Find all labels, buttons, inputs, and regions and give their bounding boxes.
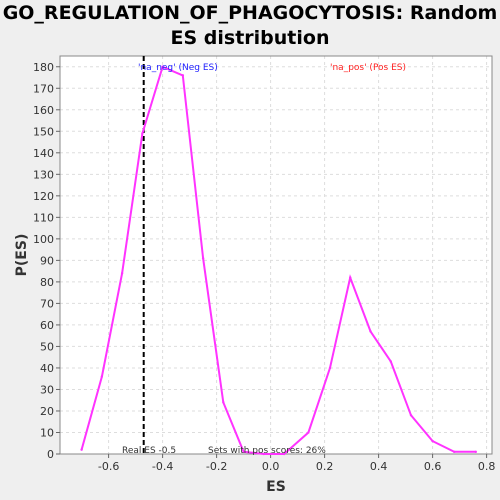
series-point bbox=[282, 452, 286, 456]
series-point bbox=[120, 272, 124, 275]
y-tick-label: 100 bbox=[33, 233, 54, 246]
y-tick-label: 10 bbox=[40, 426, 54, 439]
series-point bbox=[262, 452, 266, 456]
series-point bbox=[369, 330, 372, 333]
series-point bbox=[181, 74, 185, 77]
series-point bbox=[307, 431, 310, 434]
neg-es-label: 'na_neg' (Neg ES) bbox=[138, 63, 218, 73]
series-point bbox=[349, 276, 352, 279]
y-tick-label: 150 bbox=[33, 125, 54, 138]
series-line bbox=[80, 65, 476, 455]
y-tick-label: 30 bbox=[40, 383, 54, 396]
y-tick-label: 180 bbox=[33, 61, 54, 74]
x-tick-label: -0.4 bbox=[152, 460, 173, 473]
x-tick-label: -0.2 bbox=[206, 460, 227, 473]
x-tick-label: 0.2 bbox=[316, 460, 334, 473]
y-tick-label: 110 bbox=[33, 211, 54, 224]
series-point bbox=[222, 401, 225, 404]
series-point bbox=[201, 257, 205, 260]
y-tick-label: 80 bbox=[40, 276, 54, 289]
x-axis-label: ES bbox=[266, 479, 286, 495]
pos-es-label: 'na_pos' (Pos ES) bbox=[330, 63, 406, 73]
y-tick-label: 40 bbox=[40, 362, 54, 375]
chart-title: GO_REGULATION_OF_PHAGOCYTOSIS: Random ES… bbox=[0, 1, 500, 51]
y-tick-label: 130 bbox=[33, 168, 54, 181]
y-tick-label: 120 bbox=[33, 190, 54, 203]
pos-scores-text: Sets with pos scores: 26% bbox=[208, 446, 326, 456]
y-tick-label: 70 bbox=[40, 297, 54, 310]
y-tick-label: 90 bbox=[40, 254, 54, 267]
x-tick-label: -0.6 bbox=[98, 460, 119, 473]
y-tick-label: 170 bbox=[33, 82, 54, 95]
y-axis-label: P(ES) bbox=[14, 234, 30, 277]
series-point bbox=[141, 132, 144, 135]
series-point bbox=[80, 448, 83, 451]
y-tick-label: 140 bbox=[33, 147, 54, 160]
y-tick-label: 160 bbox=[33, 104, 54, 117]
plot-area bbox=[60, 56, 492, 454]
series-point bbox=[161, 65, 164, 68]
series-point bbox=[100, 375, 104, 378]
series-point bbox=[409, 414, 413, 417]
chart-title-line-2: ES distribution bbox=[170, 27, 330, 49]
x-tick-label: 0.0 bbox=[262, 460, 280, 473]
y-tick-label: 60 bbox=[40, 319, 54, 332]
y-tick-label: 50 bbox=[40, 340, 54, 353]
x-tick-label: 0.8 bbox=[478, 460, 496, 473]
series-point bbox=[453, 450, 456, 454]
chart-title-line-1: GO_REGULATION_OF_PHAGOCYTOSIS: Random bbox=[2, 2, 498, 24]
series-point bbox=[431, 439, 434, 443]
real-es-text: Real ES -0.5 bbox=[122, 446, 176, 456]
series-point bbox=[389, 360, 392, 363]
x-tick-label: 0.4 bbox=[370, 460, 388, 473]
series-point bbox=[328, 366, 332, 370]
y-tick-label: 0 bbox=[47, 448, 54, 461]
y-tick-label: 20 bbox=[40, 405, 54, 418]
series-point bbox=[242, 450, 245, 454]
series-point bbox=[474, 450, 477, 454]
x-tick-label: 0.6 bbox=[424, 460, 442, 473]
